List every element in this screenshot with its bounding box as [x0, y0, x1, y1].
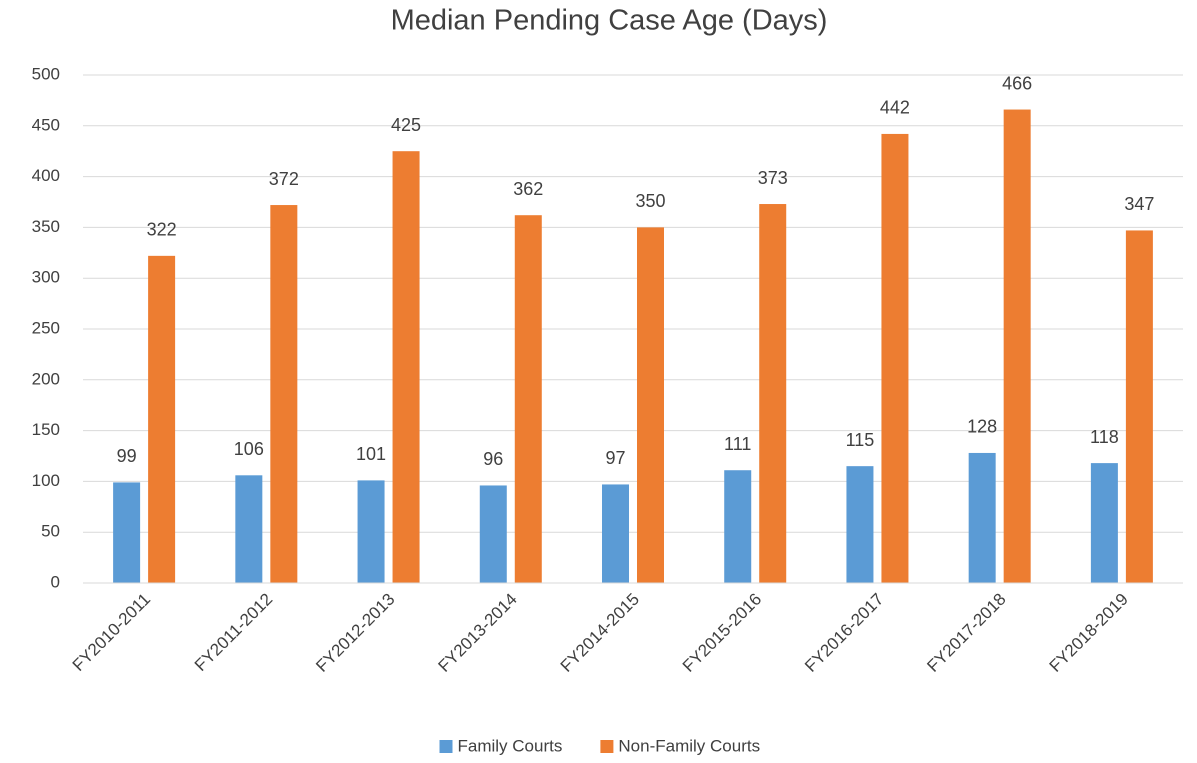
- value-label: 425: [391, 115, 421, 135]
- y-tick-label: 400: [32, 166, 60, 185]
- legend-label: Non-Family Courts: [618, 736, 760, 755]
- bar: [1003, 109, 1031, 583]
- bar: [479, 485, 507, 583]
- y-tick-label: 150: [32, 420, 60, 439]
- value-label: 442: [880, 98, 910, 118]
- value-label: 101: [356, 444, 386, 464]
- bar: [1125, 230, 1153, 583]
- value-label: 106: [234, 439, 264, 459]
- value-label: 118: [1090, 427, 1119, 447]
- chart-title: Median Pending Case Age (Days): [391, 5, 828, 37]
- bar: [392, 151, 420, 583]
- y-tick-label: 300: [32, 268, 60, 287]
- value-label: 97: [605, 448, 625, 468]
- bar: [235, 475, 263, 583]
- value-label: 322: [147, 220, 177, 240]
- value-label: 362: [513, 179, 543, 199]
- legend-swatch: [439, 740, 453, 753]
- value-label: 111: [724, 434, 751, 454]
- y-tick-label: 500: [32, 64, 60, 83]
- y-tick-label: 200: [32, 369, 60, 388]
- value-label: 372: [269, 169, 299, 189]
- value-label: 466: [1002, 73, 1032, 93]
- bar: [1090, 463, 1118, 583]
- bar: [113, 482, 141, 583]
- value-label: 99: [117, 446, 137, 466]
- value-label: 128: [967, 417, 997, 437]
- bar: [968, 452, 996, 583]
- bar: [270, 205, 298, 583]
- y-tick-label: 250: [32, 318, 60, 337]
- legend-swatch: [600, 740, 614, 753]
- legend-label: Family Courts: [458, 736, 563, 755]
- value-label: 350: [635, 191, 665, 211]
- y-tick-label: 0: [51, 572, 60, 591]
- bar: [881, 133, 909, 584]
- bar: [514, 215, 542, 583]
- value-label: 96: [483, 449, 503, 469]
- y-tick-label: 350: [32, 217, 60, 236]
- value-label: 347: [1124, 194, 1154, 214]
- value-label: 373: [758, 168, 788, 188]
- bar: [148, 255, 176, 583]
- bar: [759, 204, 787, 584]
- bar: [637, 227, 664, 583]
- bar: [602, 484, 629, 583]
- y-tick-label: 100: [32, 471, 60, 490]
- y-tick-label: 50: [41, 522, 60, 541]
- y-tick-label: 450: [32, 115, 60, 134]
- value-label: 115: [846, 430, 875, 450]
- bar: [846, 466, 874, 583]
- bar: [724, 470, 752, 583]
- bar: [357, 480, 385, 583]
